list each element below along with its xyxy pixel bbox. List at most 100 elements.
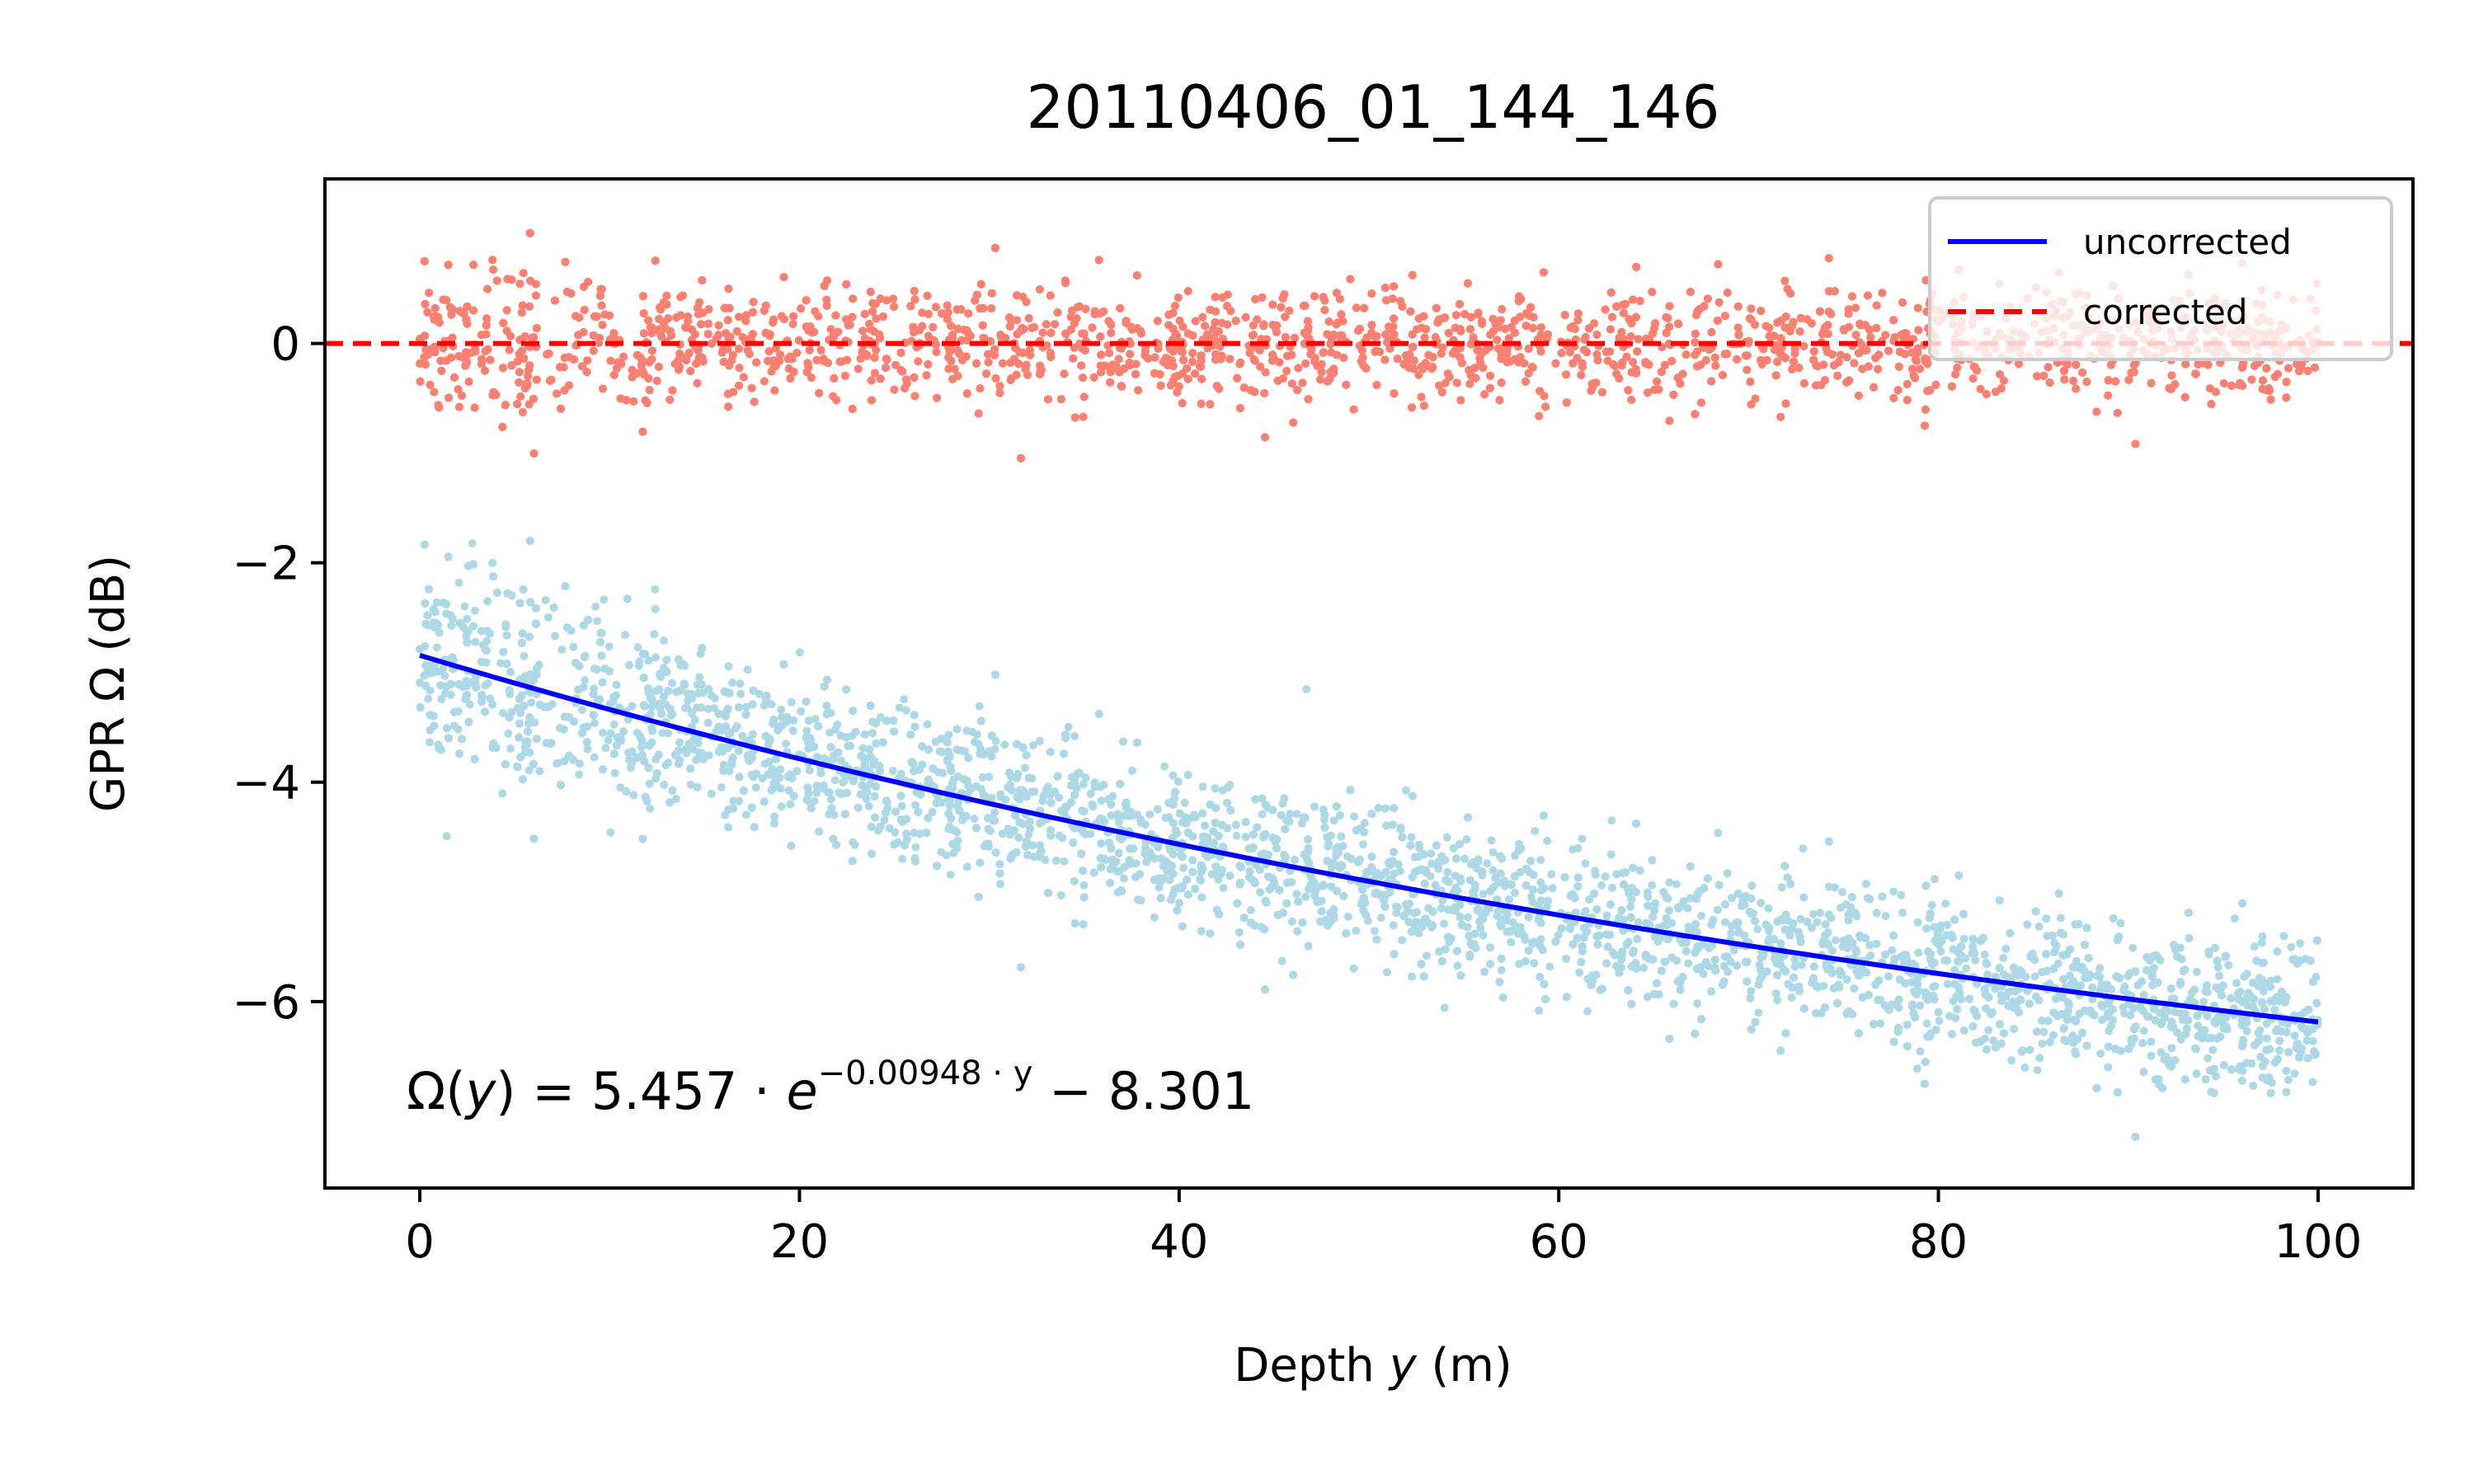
scatter-point [1813,918,1822,927]
uncorrected-points [416,537,2322,1141]
scatter-point [1349,964,1358,973]
scatter-point [1169,771,1178,780]
scatter-point [719,767,728,775]
scatter-point [2147,1037,2156,1046]
scatter-point [468,539,477,547]
scatter-point [864,801,873,810]
scatter-point [1777,883,1786,892]
scatter-point [623,594,632,603]
scatter-point [660,780,669,789]
scatter-point [1237,863,1245,872]
scatter-point [1959,1026,1968,1035]
scatter-point [1128,766,1137,775]
scatter-point [1667,918,1677,928]
scatter-point [891,828,900,837]
scatter-point [1980,950,1989,959]
scatter-point [1442,833,1451,842]
scatter-point [1733,889,1743,898]
scatter-point [1020,763,1029,773]
scatter-point [651,653,660,662]
scatter-point [1232,831,1241,840]
scatter-point [506,744,515,753]
scatter-point [1764,904,1773,913]
scatter-point [1714,829,1723,838]
scatter-point [938,768,948,777]
scatter-point [1000,740,1009,749]
scatter-point [1679,897,1688,906]
scatter-point [577,706,586,714]
scatter-point [1897,890,1906,899]
scatter-point [1258,810,1267,819]
scatter-point [1302,685,1311,693]
scatter-point [1530,959,1539,968]
scatter-point [1022,751,1031,759]
scatter-point [612,680,621,689]
scatter-point [862,795,871,803]
scatter-point [2044,1017,2053,1026]
scatter-point [520,651,529,660]
scatter-point [1035,736,1044,745]
scatter-point [743,665,752,674]
scatter-point [441,688,450,697]
scatter-point [423,611,432,620]
scatter-point [1415,843,1424,852]
scatter-point [1843,944,1852,952]
scatter-point [1836,904,1845,913]
scatter-point [996,880,1004,889]
scatter-point [1329,816,1338,825]
scatter-point [2157,1048,2166,1057]
scatter-point [942,851,951,860]
scatter-point [1865,941,1874,950]
scatter-point [569,642,578,651]
scatter-point [1545,962,1554,971]
scatter-point [650,630,659,639]
scatter-point [1720,918,1729,927]
scatter-point [1070,876,1079,885]
scatter-point [1660,957,1669,966]
scatter-point [1685,926,1694,935]
scatter-point [972,730,981,739]
scatter-point [1343,912,1352,921]
scatter-point [2018,1046,2027,1055]
scatter-point [1014,834,1023,843]
scatter-point [2258,932,2267,941]
scatter-point [471,637,480,646]
scatter-point [1489,848,1498,857]
scatter-point [1931,875,1939,884]
scatter-point [513,762,522,771]
scatter-point [2275,1046,2284,1055]
scatter-point [1028,787,1037,796]
scatter-point [1456,971,1465,980]
scatter-point [1602,911,1611,920]
scatter-point [1079,780,1088,789]
scatter-point [2116,918,2125,928]
scatter-point [2204,1054,2213,1063]
scatter-point [1831,936,1840,945]
scatter-point [1352,927,1361,935]
scatter-point [575,770,584,779]
scatter-point [2230,914,2239,923]
scatter-point [1487,836,1496,845]
scatter-point [2192,967,2201,976]
scatter-point [2033,1066,2042,1074]
scatter-point [1070,731,1079,740]
scatter-point [1326,831,1335,840]
scatter-point [1562,954,1571,963]
scatter-point [2139,1026,2148,1036]
scatter-point [1747,895,1756,903]
scatter-point [668,679,677,688]
scatter-point [1029,741,1037,749]
scatter-point [590,719,599,727]
scatter-point [1889,887,1898,896]
scatter-point [1643,888,1652,897]
scatter-point [2219,1061,2228,1070]
scatter-point [768,764,777,773]
scatter-point [2038,1039,2047,1048]
scatter-point [1440,919,1449,928]
scatter-point [1575,968,1584,977]
scatter-point [1922,1019,1931,1028]
scatter-point [1862,880,1870,888]
scatter-point [1531,827,1540,836]
scatter-point [802,726,811,735]
scatter-point [1028,841,1037,850]
